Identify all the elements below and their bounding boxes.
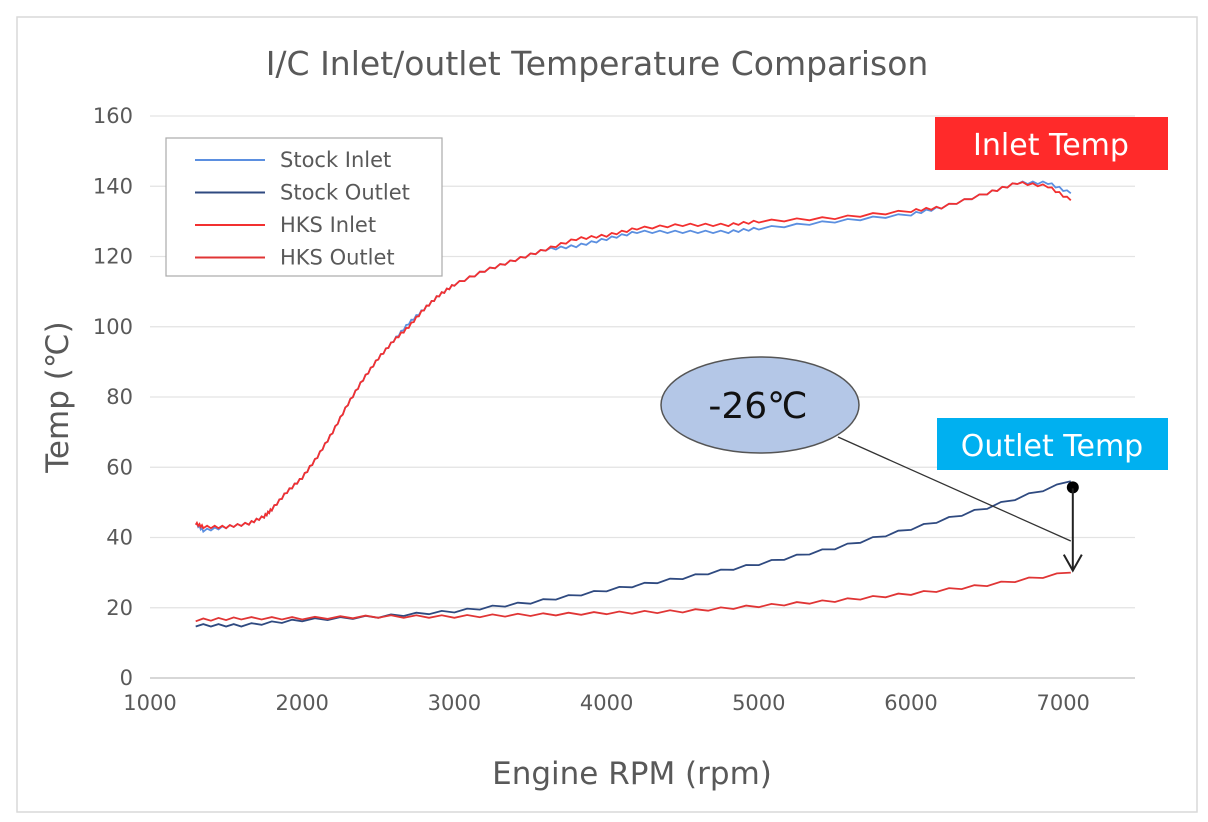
x-tick-label: 1000 xyxy=(123,691,176,715)
x-tick-label: 6000 xyxy=(884,691,937,715)
outlet-temp-badge xyxy=(937,418,1168,470)
legend-label: Stock Outlet xyxy=(280,181,410,205)
legend-label: HKS Outlet xyxy=(280,246,395,270)
delta-callout-ellipse xyxy=(660,356,860,454)
y-axis-label: Temp (℃) xyxy=(40,321,76,473)
x-tick-label: 4000 xyxy=(580,691,633,715)
y-tick-label: 160 xyxy=(93,104,133,128)
y-tick-label: 0 xyxy=(120,666,133,690)
x-tick-label: 3000 xyxy=(428,691,481,715)
arrow-head-icon xyxy=(1062,554,1083,573)
x-tick-label: 5000 xyxy=(732,691,785,715)
series-line-hks-outlet xyxy=(195,571,1071,623)
inlet-temp-label: Inlet Temp xyxy=(973,128,1129,163)
y-tick-label: 80 xyxy=(106,385,133,409)
x-axis-label: Engine RPM (rpm) xyxy=(492,756,772,792)
delta-start-dot xyxy=(1066,481,1079,494)
series-line-hks-inlet xyxy=(194,181,1072,530)
inlet-temp-annotation: Inlet Temp xyxy=(935,117,1168,170)
chart-title: I/C Inlet/outlet Temperature Comparison xyxy=(266,44,929,83)
y-tick-label: 20 xyxy=(106,596,133,620)
legend-label: Stock Inlet xyxy=(280,148,391,172)
x-tick-label: 7000 xyxy=(1036,691,1089,715)
y-tick-label: 40 xyxy=(106,526,133,550)
outlet-temp-label: Outlet Temp xyxy=(961,429,1143,464)
y-tick-label: 60 xyxy=(106,455,133,479)
series-line-stock-outlet xyxy=(195,480,1072,628)
callout-line xyxy=(837,436,1072,542)
inlet-temp-badge xyxy=(935,117,1168,170)
delta-label: -26℃ xyxy=(708,386,807,427)
legend-label: HKS Inlet xyxy=(280,213,376,237)
legend: Stock Inlet Stock Outlet HKS Inlet HKS Outl… xyxy=(165,137,443,277)
outlet-temp-annotation: Outlet Temp xyxy=(937,418,1168,470)
y-tick-label: 100 xyxy=(93,315,133,339)
delta-annotation: -26℃ xyxy=(660,356,1083,573)
y-tick-label: 120 xyxy=(93,245,133,269)
x-tick-label: 2000 xyxy=(275,691,328,715)
y-tick-label: 140 xyxy=(93,174,133,198)
